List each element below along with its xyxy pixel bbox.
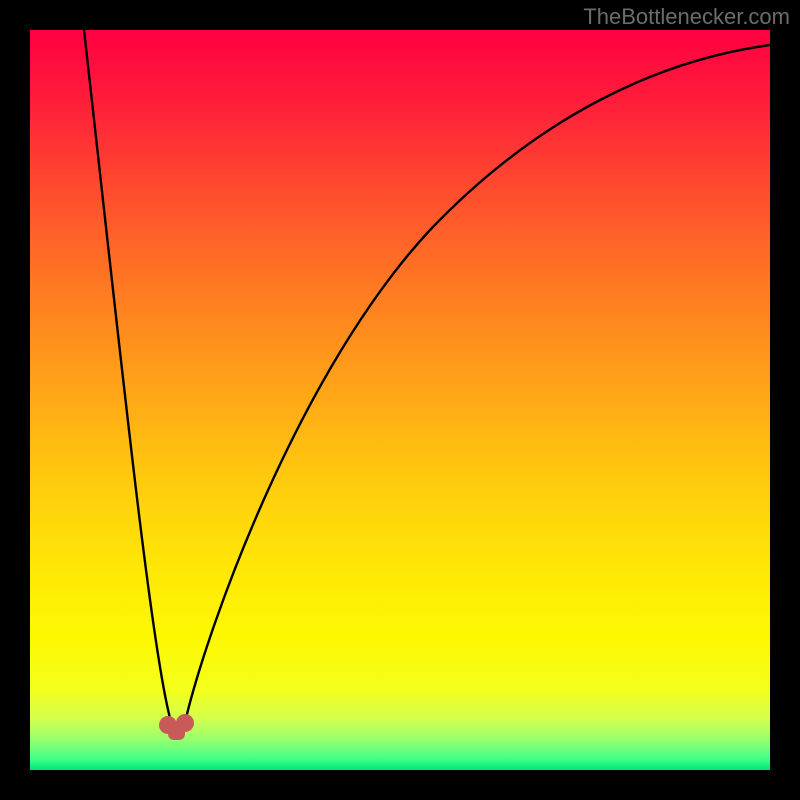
watermark-text: TheBottlenecker.com: [583, 4, 790, 30]
chart-container: TheBottlenecker.com: [0, 0, 800, 800]
plot-area: [30, 30, 770, 770]
